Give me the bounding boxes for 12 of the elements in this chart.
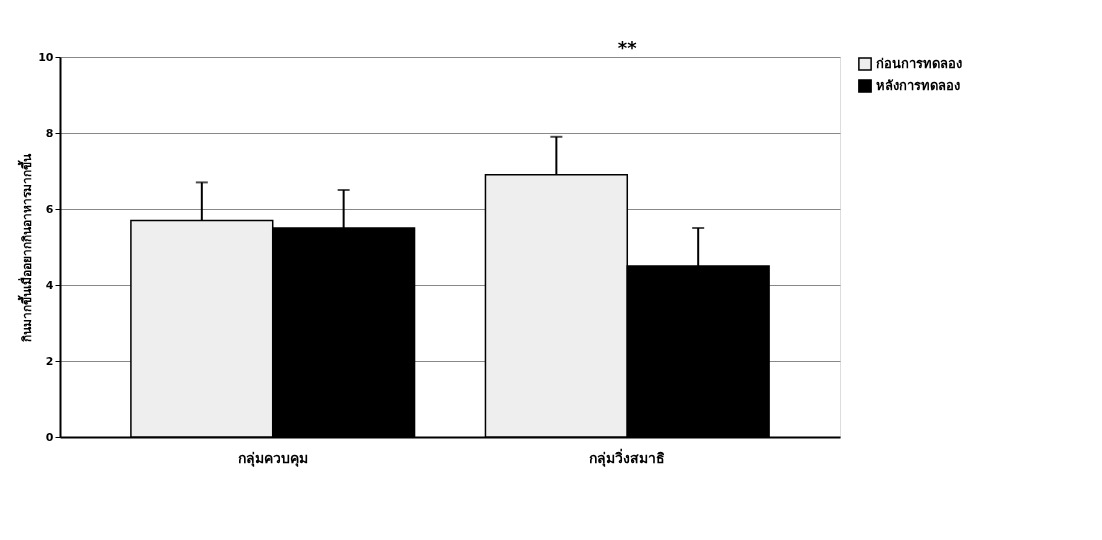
annotation: **: [617, 37, 638, 58]
y-tick-label: 10: [38, 50, 54, 64]
y-axis-title: กินมากขึ้นเมื่ออยากกินอาหารมากขึ้น: [17, 152, 35, 342]
legend-label: หลังการทดลอง: [876, 78, 960, 93]
y-tick-label: 0: [45, 430, 54, 444]
y-tick-label: 2: [45, 354, 54, 368]
legend-label: ก่อนการทดลอง: [876, 56, 962, 71]
y-tick-label: 8: [45, 126, 54, 140]
x-tick-label: กลุ่มวิ่งสมาธิ: [589, 447, 666, 467]
y-tick-label: 4: [45, 278, 54, 292]
y-tick-label: 6: [45, 202, 54, 216]
x-tick-label: กลุ่มควบคุม: [237, 449, 308, 467]
